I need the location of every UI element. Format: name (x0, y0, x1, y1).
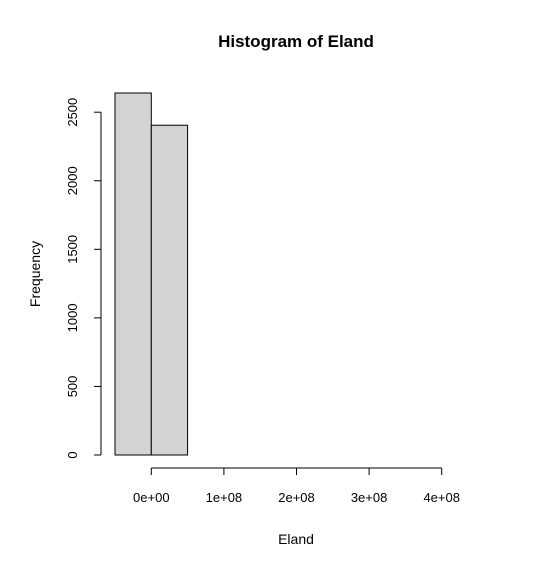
x-tick-label: 4e+08 (423, 490, 460, 505)
y-tick-label: 2500 (65, 98, 80, 127)
y-tick-label: 2000 (65, 166, 80, 195)
bars-group (114, 92, 189, 456)
y-tick-label: 500 (65, 376, 80, 398)
x-tick-label: 0e+00 (133, 490, 170, 505)
chart-title: Histogram of Eland (218, 32, 374, 51)
y-axis: 0 500 1000 1500 2000 2500 (65, 98, 102, 459)
y-tick-label: 0 (65, 451, 80, 458)
y-axis-label: Frequency (27, 241, 43, 307)
x-tick-label: 3e+08 (351, 490, 388, 505)
x-tick-label: 2e+08 (278, 490, 315, 505)
y-tick-label: 1000 (65, 303, 80, 332)
y-tick-label: 1500 (65, 235, 80, 264)
x-axis-label: Eland (278, 531, 314, 547)
x-axis: 0e+00 1e+08 2e+08 3e+08 4e+08 (133, 467, 460, 505)
histogram-bar (150, 124, 189, 456)
x-tick-label: 1e+08 (206, 490, 243, 505)
histogram-bar (114, 92, 152, 456)
